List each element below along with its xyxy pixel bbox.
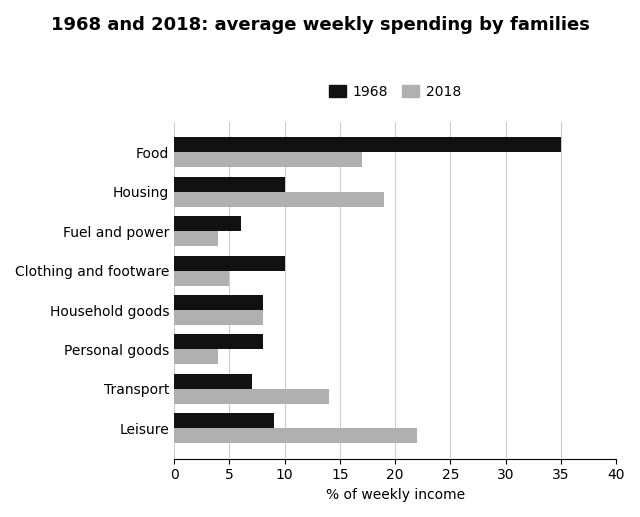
Text: 1968 and 2018: average weekly spending by families: 1968 and 2018: average weekly spending b… bbox=[51, 16, 589, 34]
Bar bbox=[174, 137, 561, 152]
X-axis label: % of weekly income: % of weekly income bbox=[326, 488, 465, 502]
Bar bbox=[174, 231, 218, 246]
Bar bbox=[174, 152, 362, 167]
Bar bbox=[174, 389, 329, 404]
Bar bbox=[174, 295, 262, 310]
Legend: 1968, 2018: 1968, 2018 bbox=[330, 85, 461, 99]
Bar bbox=[174, 255, 285, 270]
Bar bbox=[174, 310, 262, 325]
Bar bbox=[174, 177, 285, 192]
Bar bbox=[174, 374, 252, 389]
Bar bbox=[174, 349, 218, 364]
Bar bbox=[174, 192, 384, 207]
Bar bbox=[174, 414, 274, 429]
Bar bbox=[174, 216, 241, 231]
Bar bbox=[174, 270, 230, 285]
Bar bbox=[174, 334, 262, 349]
Bar bbox=[174, 429, 417, 444]
